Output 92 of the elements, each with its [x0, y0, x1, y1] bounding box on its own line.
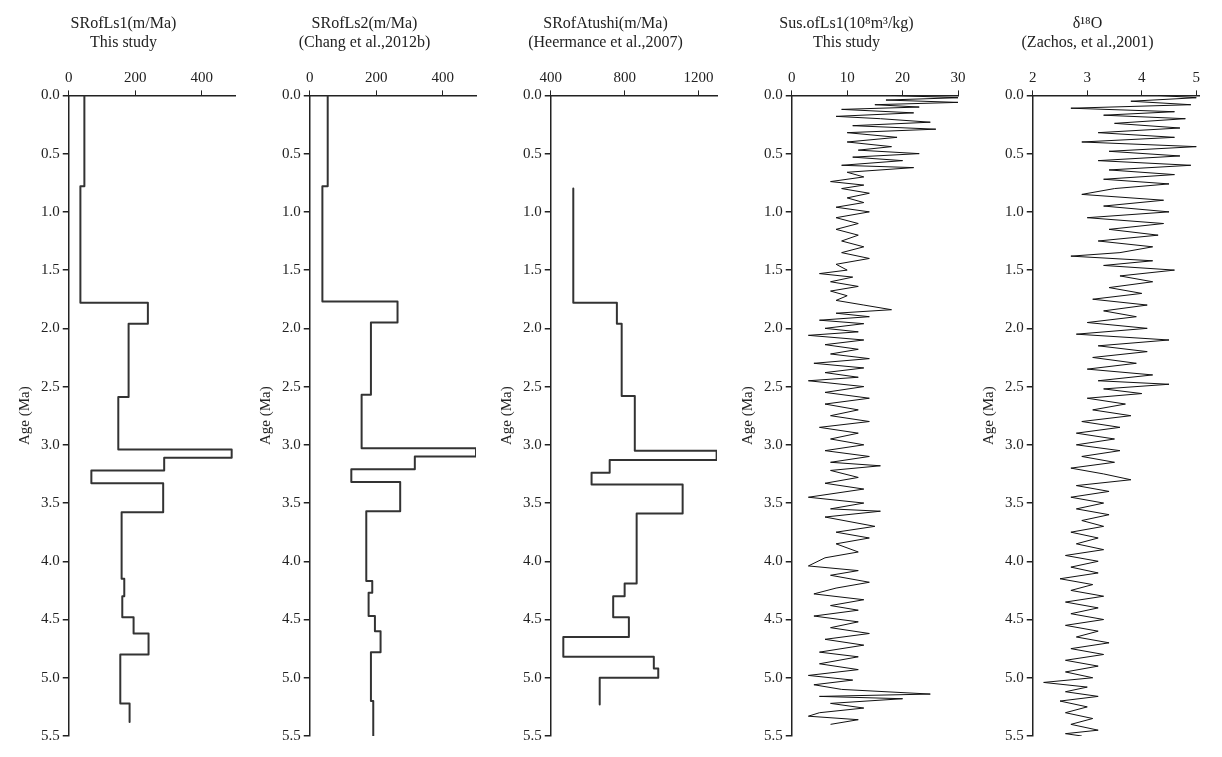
y-tick-label: 5.0 — [41, 668, 60, 685]
y-axis-title: Age (Ma) — [15, 386, 33, 446]
x-tick-label: 400 — [539, 69, 562, 86]
y-tick-label: 4.0 — [1005, 552, 1024, 569]
x-tick-label: 5 — [1192, 69, 1201, 86]
y-tick-label: 5.5 — [764, 726, 783, 743]
y-tick-label: 2.0 — [523, 319, 542, 336]
y-tick-label: 0.5 — [282, 144, 301, 161]
y-tick-label: 2.5 — [41, 377, 60, 394]
y-tick-label: 5.0 — [282, 668, 301, 685]
y-tick-label: 5.0 — [764, 668, 783, 685]
y-tick-label: 0.0 — [1005, 86, 1024, 103]
x-tick-label: 20 — [895, 69, 911, 86]
chart-title: SRofAtushi(m/Ma) — [543, 13, 668, 32]
chart-subtitle: (Heermance et al.,2007) — [528, 33, 683, 51]
y-tick-label: 5.5 — [523, 726, 542, 743]
y-tick-label: 5.0 — [523, 668, 542, 685]
y-tick-label: 3.5 — [282, 493, 301, 510]
x-tick-label: 0 — [306, 69, 314, 86]
x-tick-label: 4 — [1138, 69, 1147, 86]
y-tick-label: 5.0 — [1005, 668, 1024, 685]
y-tick-label: 2.0 — [282, 319, 301, 336]
y-tick-label: 0.0 — [523, 86, 542, 103]
y-tick-label: 4.5 — [41, 610, 60, 627]
y-tick-label: 2.0 — [41, 319, 60, 336]
y-tick-label: 0.5 — [41, 144, 60, 161]
y-tick-label: 0.5 — [764, 144, 783, 161]
y-tick-label: 3.0 — [282, 435, 301, 452]
y-tick-label: 4.5 — [523, 610, 542, 627]
y-tick-label: 3.0 — [1005, 435, 1024, 452]
x-tick-label: 0 — [65, 69, 73, 86]
y-tick-label: 4.0 — [523, 552, 542, 569]
y-tick-label: 1.0 — [282, 202, 301, 219]
y-axis-title: Age (Ma) — [979, 386, 997, 446]
y-tick-label: 4.0 — [41, 552, 60, 569]
y-tick-label: 3.0 — [523, 435, 542, 452]
y-tick-label: 1.5 — [1005, 261, 1024, 278]
y-tick-label: 4.5 — [1005, 610, 1024, 627]
y-tick-label: 1.5 — [282, 261, 301, 278]
chart-subtitle: This study — [812, 33, 881, 51]
y-tick-label: 4.0 — [764, 552, 783, 569]
y-tick-label: 1.5 — [764, 261, 783, 278]
chart-subtitle: (Chang et al.,2012b) — [298, 33, 431, 51]
y-tick-label: 5.5 — [282, 726, 301, 743]
y-tick-label: 2.0 — [764, 319, 783, 336]
y-tick-label: 4.5 — [282, 610, 301, 627]
y-tick-label: 0.0 — [764, 86, 783, 103]
y-tick-label: 1.0 — [523, 202, 542, 219]
x-tick-label: 3 — [1083, 69, 1092, 86]
y-tick-label: 3.5 — [523, 493, 542, 510]
x-tick-label: 10 — [839, 69, 855, 86]
y-tick-label: 2.5 — [1005, 377, 1024, 394]
x-tick-label: 30 — [950, 69, 966, 86]
y-tick-label: 0.0 — [282, 86, 301, 103]
x-tick-label: 800 — [613, 69, 636, 86]
y-tick-label: 0.0 — [41, 86, 60, 103]
y-tick-label: 1.0 — [41, 202, 60, 219]
chart-title: SRofLs1(m/Ma) — [70, 13, 177, 32]
x-tick-label: 2 — [1029, 69, 1037, 86]
y-axis-title: Age (Ma) — [738, 386, 756, 446]
y-tick-label: 1.5 — [41, 261, 60, 278]
y-axis-title: Age (Ma) — [497, 386, 515, 446]
x-tick-label: 0 — [788, 69, 796, 86]
chart-title: Sus.ofLs1(10⁸m³/kg) — [779, 13, 914, 32]
y-tick-label: 3.5 — [764, 493, 783, 510]
y-tick-label: 3.0 — [41, 435, 60, 452]
y-tick-label: 4.5 — [764, 610, 783, 627]
x-tick-label: 400 — [190, 69, 213, 86]
chart-title: δ¹⁸O — [1072, 13, 1103, 31]
chart-subtitle: (Zachos, et al.,2001) — [1021, 33, 1154, 51]
y-tick-label: 3.0 — [764, 435, 783, 452]
x-tick-label: 400 — [431, 69, 454, 86]
y-tick-label: 3.5 — [1005, 493, 1024, 510]
x-tick-label: 200 — [365, 69, 388, 86]
y-tick-label: 1.5 — [523, 261, 542, 278]
y-tick-label: 4.0 — [282, 552, 301, 569]
y-tick-label: 2.0 — [1005, 319, 1024, 336]
y-tick-label: 0.5 — [523, 144, 542, 161]
y-tick-label: 2.5 — [282, 377, 301, 394]
y-tick-label: 2.5 — [764, 377, 783, 394]
y-tick-label: 3.5 — [41, 493, 60, 510]
y-axis-title: Age (Ma) — [256, 386, 274, 446]
y-tick-label: 2.5 — [523, 377, 542, 394]
y-tick-label: 5.5 — [1005, 726, 1024, 743]
y-tick-label: 5.5 — [41, 726, 60, 743]
y-tick-label: 1.0 — [764, 202, 783, 219]
chart-title: SRofLs2(m/Ma) — [311, 13, 418, 32]
chart-subtitle: This study — [89, 33, 158, 51]
y-tick-label: 1.0 — [1005, 202, 1024, 219]
y-tick-label: 0.5 — [1005, 144, 1024, 161]
x-tick-label: 200 — [124, 69, 147, 86]
x-tick-label: 1200 — [683, 69, 714, 86]
